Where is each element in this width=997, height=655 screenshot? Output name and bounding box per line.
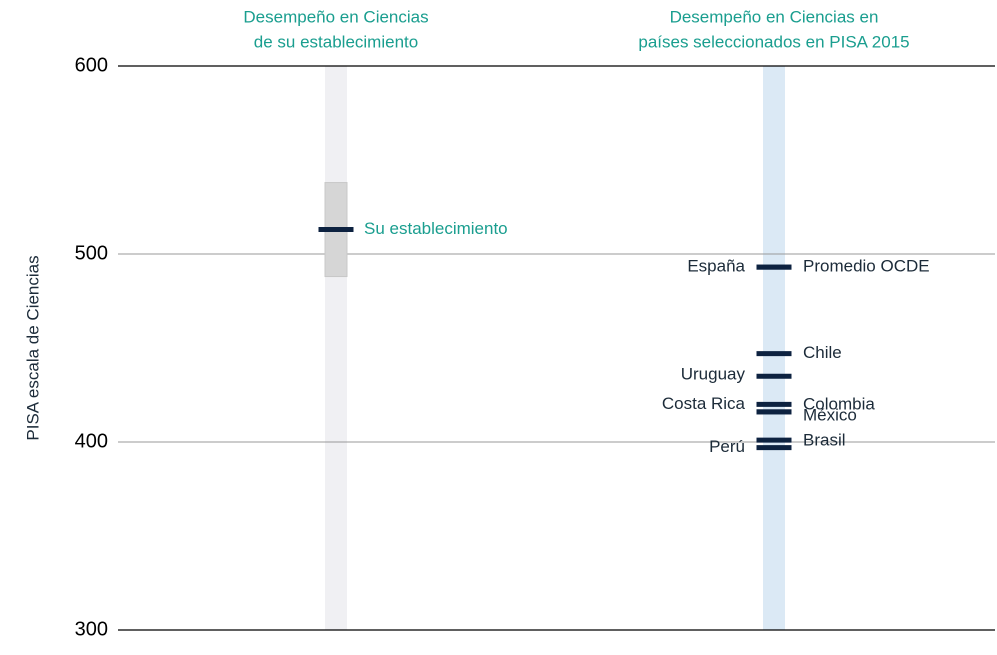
y-tick-label: 400 bbox=[75, 430, 108, 452]
y-axis-label: PISA escala de Ciencias bbox=[23, 255, 42, 440]
country-label: Colombia bbox=[803, 394, 875, 413]
school-band bbox=[325, 66, 347, 630]
y-tick-label: 300 bbox=[75, 618, 108, 640]
country-label: Chile bbox=[803, 343, 842, 362]
countries-band bbox=[763, 66, 785, 630]
y-tick-label: 500 bbox=[75, 242, 108, 264]
school-label: Su establecimiento bbox=[364, 219, 508, 238]
country-label: Uruguay bbox=[681, 365, 746, 384]
country-label: Promedio OCDE bbox=[803, 257, 930, 276]
panel-title: de su establecimiento bbox=[254, 32, 418, 51]
country-label: Perú bbox=[709, 437, 745, 456]
country-label: Brasil bbox=[803, 431, 846, 450]
panel-title: Desempeño en Ciencias en bbox=[670, 7, 879, 26]
country-label: España bbox=[687, 257, 745, 276]
panel-title: Desempeño en Ciencias bbox=[243, 7, 428, 26]
country-label: Costa Rica bbox=[662, 394, 746, 413]
panel-title: países seleccionados en PISA 2015 bbox=[638, 32, 909, 51]
country-label: México bbox=[803, 405, 857, 424]
y-tick-label: 600 bbox=[75, 54, 108, 76]
